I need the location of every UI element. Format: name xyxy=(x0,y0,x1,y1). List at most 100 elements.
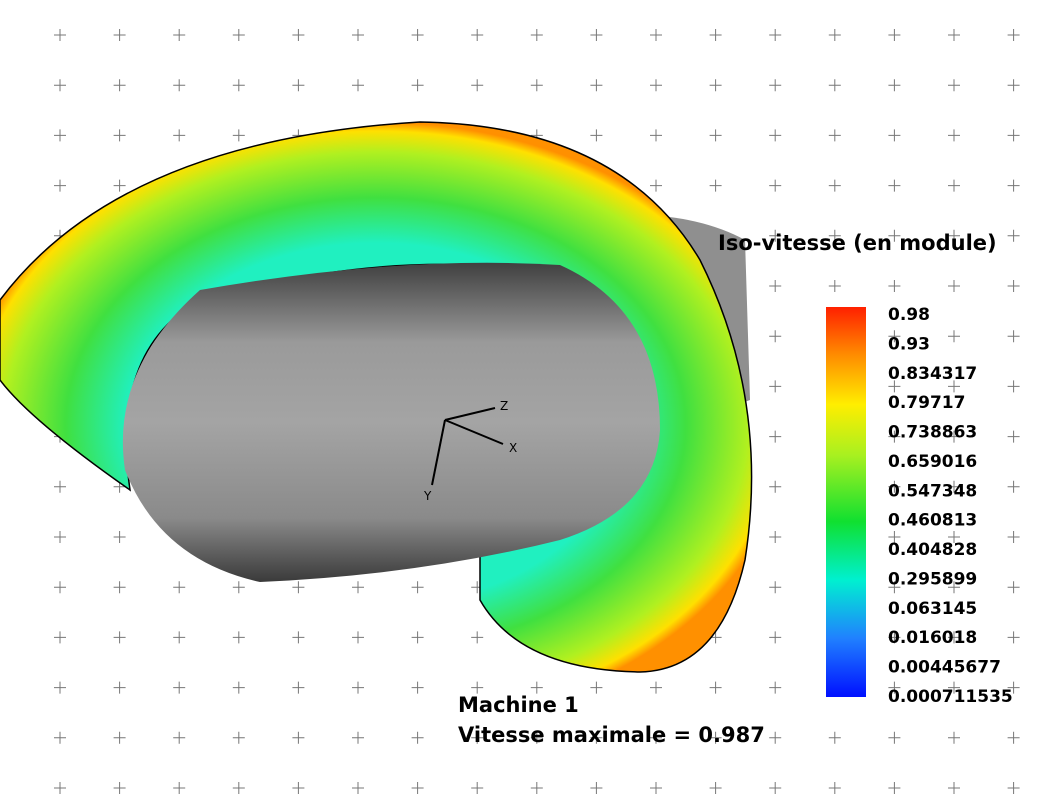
grid-plus xyxy=(471,782,483,794)
grid-plus xyxy=(233,682,245,694)
legend-label: 0.460813 xyxy=(888,511,977,531)
grid-plus xyxy=(888,180,900,192)
grid-plus xyxy=(471,29,483,41)
max-speed: Vitesse maximale = 0.987 xyxy=(458,723,765,747)
grid-plus xyxy=(650,129,662,141)
grid-plus xyxy=(54,531,66,543)
grid-plus xyxy=(1008,380,1020,392)
grid-plus xyxy=(54,732,66,744)
legend-label: 0.00445677 xyxy=(888,658,1001,678)
grid-plus xyxy=(948,79,960,91)
grid-plus xyxy=(173,129,185,141)
legend-label: 0.79717 xyxy=(888,393,965,413)
grid-plus xyxy=(769,682,781,694)
grid-plus xyxy=(710,129,722,141)
grid-plus xyxy=(114,79,126,91)
grid-plus xyxy=(471,682,483,694)
grid-plus xyxy=(829,29,841,41)
grid-plus xyxy=(54,631,66,643)
grid-plus xyxy=(769,330,781,342)
grid-plus xyxy=(233,631,245,643)
grid-plus xyxy=(948,280,960,292)
grid-plus xyxy=(1008,280,1020,292)
grid-plus xyxy=(531,79,543,91)
grid-plus xyxy=(352,581,364,593)
grid-plus xyxy=(54,481,66,493)
grid-plus xyxy=(590,79,602,91)
grid-plus xyxy=(114,531,126,543)
grid-plus xyxy=(412,631,424,643)
grid-plus xyxy=(829,280,841,292)
grid-plus xyxy=(1008,581,1020,593)
grid-plus xyxy=(114,732,126,744)
grid-plus xyxy=(948,129,960,141)
grid-plus xyxy=(233,79,245,91)
grid-plus xyxy=(292,782,304,794)
grid-plus xyxy=(769,531,781,543)
grid-plus xyxy=(352,79,364,91)
grid-plus xyxy=(888,280,900,292)
grid-plus xyxy=(173,732,185,744)
legend-label: 0.000711535 xyxy=(888,687,1013,707)
legend-label: 0.016018 xyxy=(888,628,977,648)
grid-plus xyxy=(114,581,126,593)
grid-plus xyxy=(114,29,126,41)
grid-plus xyxy=(888,79,900,91)
grid-plus xyxy=(471,79,483,91)
grid-plus xyxy=(710,29,722,41)
grid-plus xyxy=(173,29,185,41)
grid-plus xyxy=(412,581,424,593)
grid-plus xyxy=(590,29,602,41)
grid-plus xyxy=(54,180,66,192)
grid-plus xyxy=(54,581,66,593)
grid-plus xyxy=(292,79,304,91)
grid-plus xyxy=(1008,180,1020,192)
legend-label: 0.98 xyxy=(888,305,930,325)
grid-plus xyxy=(769,129,781,141)
grid-plus xyxy=(173,631,185,643)
grid-plus xyxy=(829,732,841,744)
grid-plus xyxy=(54,682,66,694)
grid-plus xyxy=(769,280,781,292)
grid-plus xyxy=(352,782,364,794)
grid-plus xyxy=(1008,129,1020,141)
grid-plus xyxy=(1008,330,1020,342)
grid-plus xyxy=(829,180,841,192)
grid-plus xyxy=(769,380,781,392)
grid-plus xyxy=(233,129,245,141)
grid-plus xyxy=(829,79,841,91)
grid-plus xyxy=(173,581,185,593)
grid-plus xyxy=(54,29,66,41)
grid-plus xyxy=(292,29,304,41)
grid-plus xyxy=(888,129,900,141)
grid-plus xyxy=(292,581,304,593)
grid-plus xyxy=(352,732,364,744)
grid-plus xyxy=(233,782,245,794)
grid-plus xyxy=(1008,531,1020,543)
grid-plus xyxy=(710,79,722,91)
axis-label: Y xyxy=(423,489,432,503)
legend-labels: 0.980.930.8343170.797170.7388630.6590160… xyxy=(888,305,1013,707)
grid-plus xyxy=(948,180,960,192)
grid-plus xyxy=(54,782,66,794)
color-bar xyxy=(826,307,866,697)
legend-label: 0.738863 xyxy=(888,423,977,443)
grid-plus xyxy=(1008,230,1020,242)
grid-plus xyxy=(769,732,781,744)
grid-plus xyxy=(710,682,722,694)
grid-plus xyxy=(114,782,126,794)
grid-plus xyxy=(173,682,185,694)
grid-plus xyxy=(769,79,781,91)
grid-plus xyxy=(590,782,602,794)
grid-plus xyxy=(412,29,424,41)
grid-plus xyxy=(173,79,185,91)
grid-plus xyxy=(292,682,304,694)
grid-plus xyxy=(590,129,602,141)
grid-plus xyxy=(650,682,662,694)
grid-plus xyxy=(54,129,66,141)
grid-plus xyxy=(769,631,781,643)
legend-label: 0.93 xyxy=(888,334,930,354)
grid-plus xyxy=(948,782,960,794)
grid-plus xyxy=(590,682,602,694)
grid-plus xyxy=(352,29,364,41)
